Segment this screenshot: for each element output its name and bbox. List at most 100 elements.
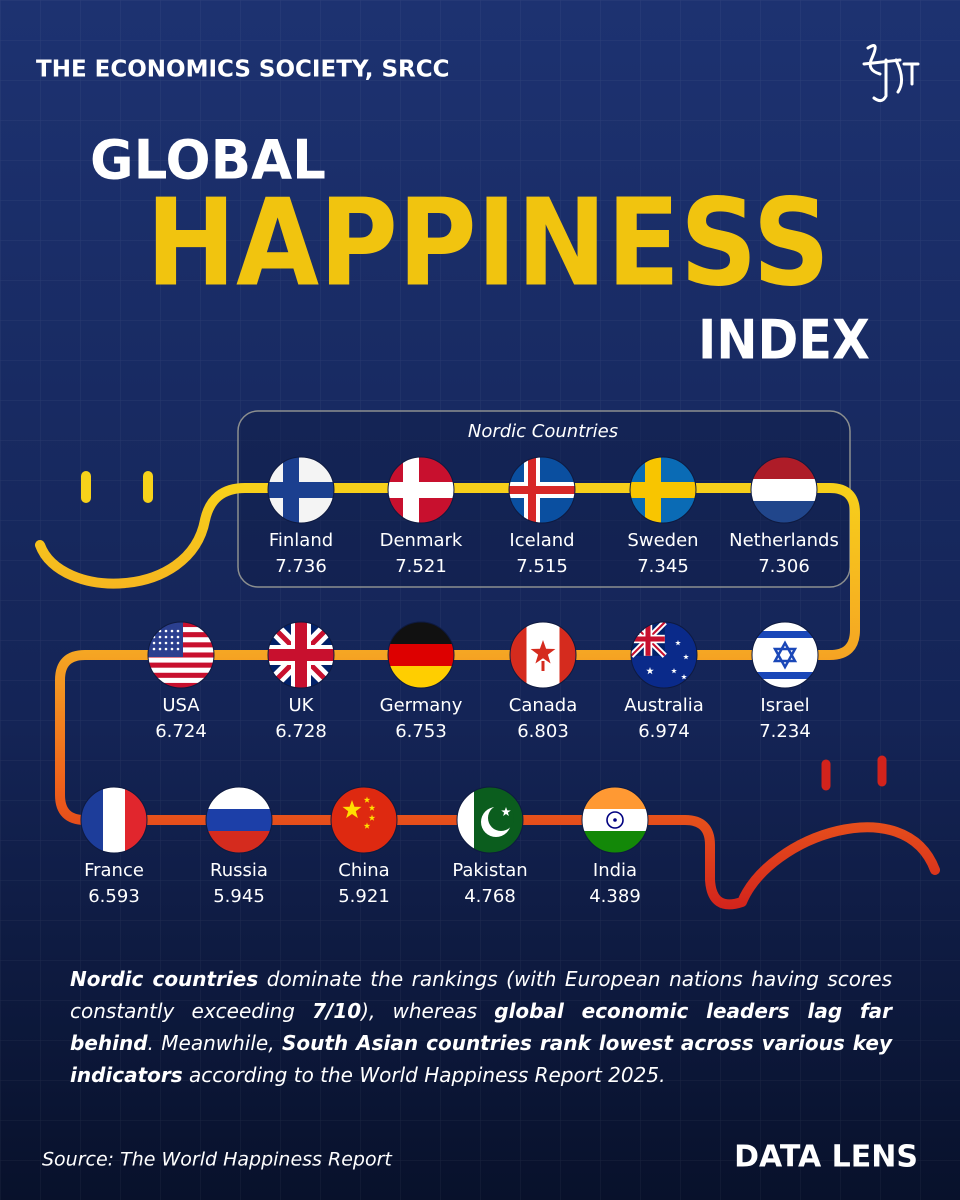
flag-part: [170, 635, 174, 639]
source: Source: The World Happiness Report: [42, 1149, 393, 1171]
country-score: 7.345: [637, 556, 689, 577]
flag-part: [176, 641, 180, 645]
flag-part: [388, 482, 454, 498]
summary-segment: ), whereas: [361, 999, 495, 1023]
country-score: 6.803: [517, 721, 569, 742]
flag-part: [342, 800, 362, 819]
flag-part: [176, 647, 180, 651]
flag-part: [403, 457, 419, 523]
flag: [388, 622, 454, 688]
flag-part: [331, 787, 397, 853]
flag: [752, 622, 818, 688]
flag: [206, 787, 272, 853]
flag-part: [268, 482, 334, 498]
country-score: 5.945: [213, 886, 265, 907]
flag-part: [671, 668, 677, 674]
flag-part: [103, 787, 126, 853]
flag-part: [683, 654, 689, 660]
flag-part: [582, 787, 648, 810]
flag-part: [488, 805, 514, 831]
flag-part: [751, 479, 817, 502]
flag-part: [752, 672, 818, 679]
summary-segment: . Meanwhile,: [147, 1031, 282, 1055]
path-road: [35, 483, 940, 910]
country-score: 4.768: [464, 886, 516, 907]
flag-part: [368, 814, 376, 821]
flag-part: [81, 787, 104, 853]
brand: DATA LENS: [734, 1140, 918, 1175]
flag-part: [158, 635, 162, 639]
flag-ring: [751, 621, 819, 689]
flag-part: [645, 457, 661, 523]
country-score: 7.515: [516, 556, 568, 577]
flag-ring: [508, 456, 576, 524]
flag-part: [752, 631, 818, 638]
flag-part: [675, 640, 681, 646]
flag-part: [148, 657, 214, 663]
country-score: 6.724: [155, 721, 207, 742]
flag-ring: [267, 621, 335, 689]
flag-part: [772, 647, 798, 670]
flag-ring: [581, 786, 649, 854]
flag-part: [152, 641, 156, 645]
flag-part: [541, 661, 545, 671]
flag-part: [528, 457, 536, 523]
country-score: 7.521: [395, 556, 447, 577]
country-name: Israel: [760, 695, 809, 716]
flag-part: [148, 677, 214, 684]
country-name: Sweden: [627, 530, 698, 551]
country-name: Russia: [210, 860, 268, 881]
flag-part: [164, 629, 168, 633]
flag-part: [206, 809, 272, 832]
flag: [509, 457, 575, 523]
flag-ring: [330, 786, 398, 854]
country-name: Canada: [509, 695, 578, 716]
country-name: USA: [162, 695, 200, 716]
flag-part: [125, 787, 147, 853]
flag-part: [176, 635, 180, 639]
country-score: 6.593: [88, 886, 140, 907]
flag-part: [148, 667, 214, 674]
flag-part: [751, 457, 817, 480]
flag-part: [681, 674, 687, 680]
flag-part: [170, 629, 174, 633]
summary-segment: dominate the rankings (with European nat…: [70, 967, 892, 1023]
flag: [388, 457, 454, 523]
flag-ring: [387, 456, 455, 524]
summary-segment: according to the World Happiness Report …: [182, 1063, 666, 1087]
flag-part: [295, 622, 307, 688]
title-line-3: INDEX: [698, 309, 870, 372]
flag-ring: [509, 621, 577, 689]
flag-part: [613, 818, 617, 822]
flag-part: [176, 629, 180, 633]
flag: [148, 622, 214, 688]
flag-part: [148, 672, 214, 679]
flag: [268, 457, 334, 523]
country-score: 6.728: [275, 721, 327, 742]
flag: [81, 787, 147, 853]
country-name: Netherlands: [729, 530, 839, 551]
flag-part: [388, 644, 454, 667]
country-name: Germany: [380, 695, 463, 716]
country-name: Iceland: [509, 530, 574, 551]
flag-part: [164, 635, 168, 639]
flag-ring: [147, 621, 215, 689]
org-name: THE ECONOMICS SOCIETY, SRCC: [36, 57, 450, 83]
country-score: 7.234: [759, 721, 811, 742]
flag-ring: [387, 621, 455, 689]
country-name: Denmark: [380, 530, 463, 551]
flag-ring: [456, 786, 524, 854]
summary-segment: Nordic countries: [70, 967, 259, 991]
flag-part: [158, 641, 162, 645]
flag-part: [170, 641, 174, 645]
summary-segment: South Asian countries rank lowest across…: [70, 1031, 892, 1087]
country-name: China: [338, 860, 389, 881]
country-score: 6.974: [638, 721, 690, 742]
flag-part: [582, 831, 648, 853]
country-name: Finland: [269, 530, 333, 551]
smile-eyes: [81, 471, 153, 503]
flag-part: [751, 501, 817, 523]
flag-part: [526, 622, 544, 688]
